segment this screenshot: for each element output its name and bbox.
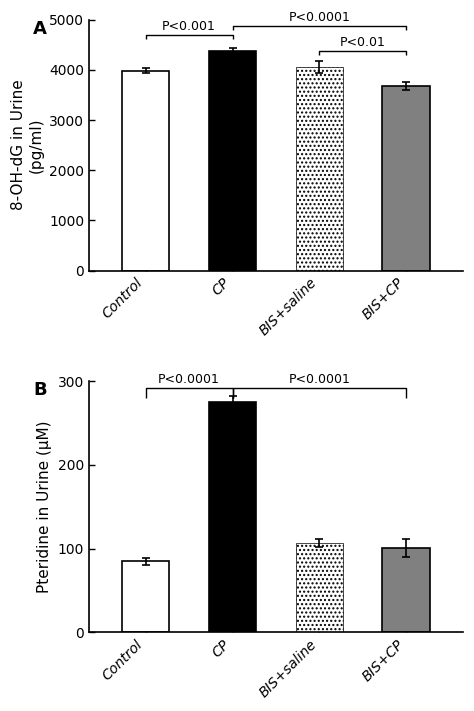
Bar <box>122 71 170 271</box>
Y-axis label: 8-OH-dG in Urine
(pg/ml): 8-OH-dG in Urine (pg/ml) <box>11 80 44 210</box>
Text: B: B <box>33 381 46 400</box>
Bar <box>209 51 256 271</box>
Bar <box>383 86 430 271</box>
Text: P<0.0001: P<0.0001 <box>289 11 350 24</box>
Bar <box>122 561 170 632</box>
Text: P<0.0001: P<0.0001 <box>158 373 220 386</box>
Y-axis label: Pteridine in Urine (μM): Pteridine in Urine (μM) <box>37 420 52 593</box>
Text: P<0.01: P<0.01 <box>340 36 386 49</box>
Bar <box>383 547 430 632</box>
Bar <box>295 542 343 632</box>
Text: P<0.001: P<0.001 <box>162 20 216 33</box>
Text: A: A <box>33 20 47 38</box>
Bar <box>295 67 343 271</box>
Text: P<0.0001: P<0.0001 <box>289 373 350 386</box>
Bar <box>209 402 256 632</box>
